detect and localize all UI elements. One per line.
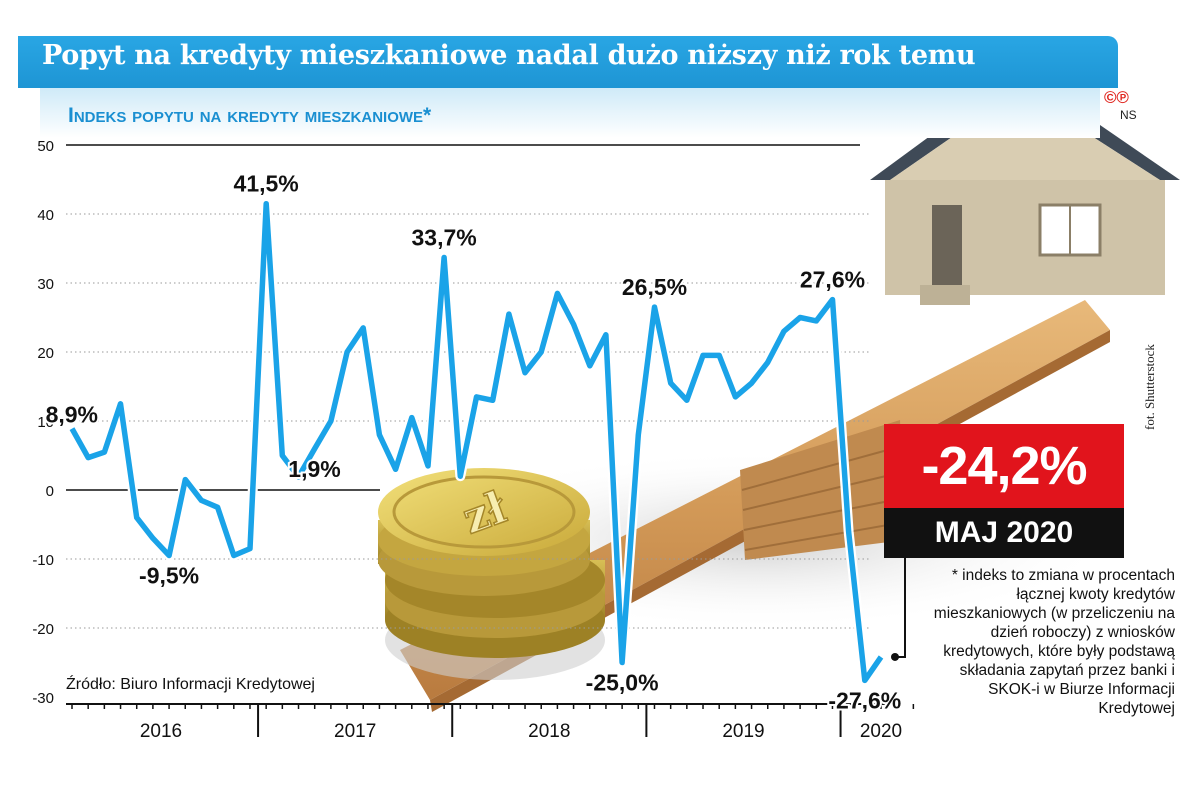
data-label: 8,9% [46,402,98,428]
x-year-label: 2018 [528,721,570,742]
publisher-logo-sub: NS [1120,108,1137,122]
y-tick-label: 20 [37,345,54,362]
source-note: Źródło: Biuro Informacji Kredytowej [66,676,315,693]
photo-credit: fot. Shutterstock [1142,344,1157,430]
title-banner [18,36,1118,88]
chart-subtitle: Indeks popytu na kredyty mieszkaniowe* [68,104,432,127]
y-tick-label: 40 [37,207,54,224]
x-year-label: 2016 [140,721,182,742]
x-year-label: 2020 [860,721,902,742]
y-tick-label: -10 [32,552,54,569]
callout-dot [891,652,899,661]
page-title: Popyt na kredyty mieszkaniowe nadal dużo… [42,40,976,71]
fulcrum-stack [740,420,906,560]
x-year-label: 2017 [334,721,376,742]
data-label: -25,0% [586,670,659,696]
y-tick-label: 0 [46,483,54,500]
y-tick-label: -30 [32,690,54,707]
publisher-logo: ©℗ [1104,88,1130,107]
data-label: -27,6% [828,687,901,713]
annotation-layer: 8,9% -9,5% 41,5% 1,9% 33,7% -25,0% 26,5% 27,6% -… [44,169,904,716]
data-label: 41,5% [234,171,299,197]
series-line [69,200,884,684]
highlight-date: MAJ 2020 [884,508,1124,558]
y-tick-label: 50 [37,138,54,155]
footnote: * indeks to zmiana w procentach łącznej … [933,567,1175,717]
data-label: 26,5% [622,274,687,300]
data-label: 27,6% [800,267,865,293]
y-tick-label: 30 [37,276,54,293]
subtitle-band [40,88,1100,138]
x-year-label: 2019 [722,721,764,742]
highlight-value: -24,2% [884,424,1124,508]
x-axis: 2016 2017 2018 2019 2020 [66,703,915,742]
coin-stack: zł [378,468,605,680]
data-label: 1,9% [288,456,340,482]
data-label: 33,7% [412,224,477,250]
series-layer [67,198,886,686]
y-tick-label: -20 [32,621,54,638]
y-tick-label: 10 [37,414,54,431]
data-label: -9,5% [139,563,199,589]
